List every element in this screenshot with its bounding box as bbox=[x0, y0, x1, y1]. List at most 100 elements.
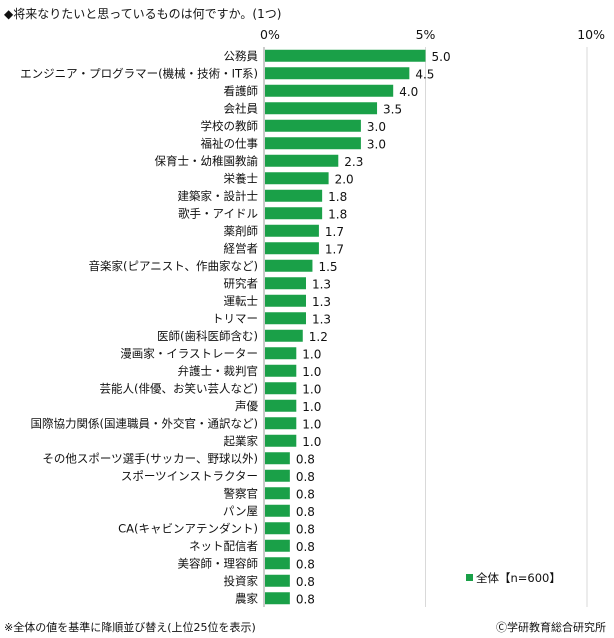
value-label: 3.0 bbox=[367, 120, 386, 134]
bars bbox=[265, 49, 426, 605]
legend-swatch bbox=[466, 574, 473, 581]
bar bbox=[265, 469, 290, 482]
value-label: 2.3 bbox=[344, 155, 363, 169]
bar bbox=[265, 259, 313, 272]
category-label: 経営者 bbox=[224, 241, 259, 255]
copyright-credit: Ⓒ学研教育総合研究所 bbox=[496, 621, 606, 634]
value-label: 3.0 bbox=[367, 137, 386, 151]
bar bbox=[265, 312, 306, 325]
bar bbox=[265, 522, 290, 535]
x-tick-label: 10% bbox=[577, 27, 605, 42]
bar bbox=[265, 434, 297, 447]
category-label: 看護師 bbox=[224, 84, 259, 98]
category-label: 公務員 bbox=[224, 49, 259, 63]
category-label: 起業家 bbox=[224, 434, 259, 448]
bar bbox=[265, 592, 290, 605]
value-labels: 5.0 4.5 4.0 3.5 3.0 3.0 2.3 2.0 1.8 1.8 1.7 1.7 1.5 1… bbox=[296, 50, 451, 607]
value-label: 4.0 bbox=[399, 85, 418, 99]
bar bbox=[265, 172, 329, 185]
bar bbox=[265, 452, 290, 465]
category-label: 栄養士 bbox=[224, 171, 259, 185]
bar bbox=[265, 574, 290, 587]
category-label: 弁護士・裁判官 bbox=[178, 364, 259, 378]
category-label: 建築家・設計士 bbox=[178, 189, 259, 203]
category-label: スポーツインストラクター bbox=[121, 469, 258, 483]
category-label: トリマー bbox=[212, 311, 258, 325]
category-label: 福祉の仕事 bbox=[201, 136, 259, 150]
x-tick-label: 5% bbox=[416, 27, 436, 42]
bar bbox=[265, 49, 426, 62]
value-label: 1.0 bbox=[302, 365, 321, 379]
legend-label: 全体【n=600】 bbox=[476, 571, 561, 585]
bar bbox=[265, 189, 323, 202]
legend: 全体【n=600】 bbox=[466, 571, 561, 585]
bar bbox=[265, 119, 361, 132]
value-label: 1.7 bbox=[325, 225, 344, 239]
bar bbox=[265, 539, 290, 552]
bar bbox=[265, 294, 306, 307]
value-label: 0.8 bbox=[296, 575, 315, 589]
category-label: 美容師・理容師 bbox=[178, 556, 259, 570]
bar bbox=[265, 329, 303, 342]
bar bbox=[265, 417, 297, 430]
bar bbox=[265, 207, 323, 220]
value-label: 1.8 bbox=[328, 207, 347, 221]
category-label: エンジニア・プログラマー(機械・技術・IT系) bbox=[20, 66, 258, 80]
bar bbox=[265, 557, 290, 570]
value-label: 1.0 bbox=[302, 382, 321, 396]
value-label: 1.0 bbox=[302, 400, 321, 414]
bar bbox=[265, 504, 290, 517]
bar bbox=[265, 347, 297, 360]
category-label: CA(キャビンアテンダント) bbox=[118, 521, 258, 535]
grid-lines bbox=[263, 47, 588, 607]
category-label: 運転士 bbox=[224, 294, 259, 308]
bar bbox=[265, 399, 297, 412]
category-label: その他スポーツ選手(サッカー、野球以外) bbox=[42, 451, 258, 465]
value-label: 2.0 bbox=[335, 172, 354, 186]
value-label: 0.8 bbox=[296, 487, 315, 501]
value-label: 1.0 bbox=[302, 435, 321, 449]
value-label: 1.0 bbox=[302, 417, 321, 431]
value-label: 4.5 bbox=[415, 67, 434, 81]
category-label: 漫画家・イラストレーター bbox=[120, 346, 258, 360]
value-label: 1.3 bbox=[312, 312, 331, 326]
category-label: 国際協力関係(国連職員・外交官・通訳など) bbox=[31, 416, 258, 430]
category-label: 歌手・アイドル bbox=[178, 206, 258, 220]
value-label: 0.8 bbox=[296, 470, 315, 484]
bar bbox=[265, 242, 319, 255]
x-tick-label: 0% bbox=[260, 27, 280, 42]
category-label: 芸能人(俳優、お笑い芸人など) bbox=[100, 381, 258, 395]
category-label: 保育士・幼稚園教諭 bbox=[155, 154, 259, 168]
bar bbox=[265, 67, 410, 80]
value-label: 0.8 bbox=[296, 557, 315, 571]
value-label: 1.5 bbox=[318, 260, 337, 274]
bar bbox=[265, 102, 378, 115]
category-label: 薬剤師 bbox=[224, 224, 259, 238]
category-label: 学校の教師 bbox=[201, 119, 259, 133]
value-label: 1.7 bbox=[325, 242, 344, 256]
footnote: ※全体の値を基準に降順並び替え(上位25位を表示) bbox=[4, 621, 256, 634]
category-label: 声優 bbox=[235, 399, 258, 413]
value-label: 1.8 bbox=[328, 190, 347, 204]
category-label: 医師(歯科医師含む) bbox=[157, 329, 258, 343]
value-label: 5.0 bbox=[432, 50, 451, 64]
value-label: 1.0 bbox=[302, 347, 321, 361]
value-label: 0.8 bbox=[296, 522, 315, 536]
value-label: 0.8 bbox=[296, 592, 315, 606]
value-label: 3.5 bbox=[383, 102, 402, 116]
value-label: 0.8 bbox=[296, 452, 315, 466]
category-label: 農家 bbox=[235, 591, 258, 605]
value-label: 1.3 bbox=[312, 295, 331, 309]
bar bbox=[265, 382, 297, 395]
category-label: 音楽家(ピアニスト、作曲家など) bbox=[88, 259, 258, 273]
bar bbox=[265, 154, 339, 167]
value-label: 0.8 bbox=[296, 540, 315, 554]
value-label: 1.2 bbox=[309, 330, 328, 344]
category-label: 警察官 bbox=[224, 486, 259, 500]
bar bbox=[265, 137, 361, 150]
bar bbox=[265, 364, 297, 377]
bar bbox=[265, 84, 394, 97]
bar bbox=[265, 277, 306, 290]
category-label: 会社員 bbox=[224, 101, 259, 115]
